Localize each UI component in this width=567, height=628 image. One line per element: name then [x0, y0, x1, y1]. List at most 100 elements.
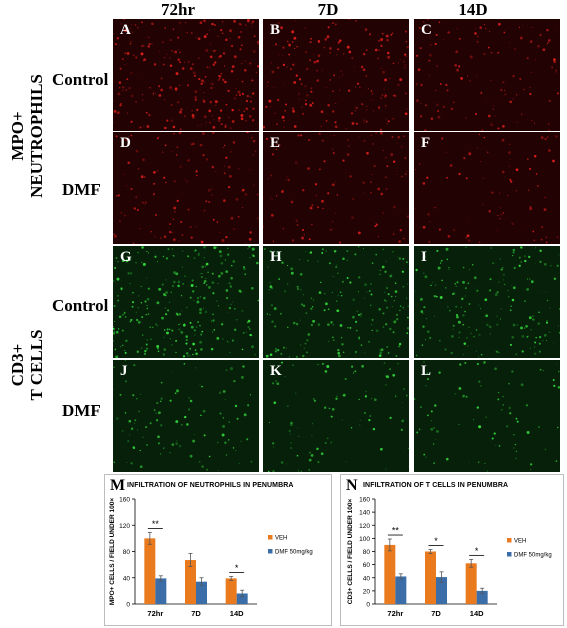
micrograph-panel-h: H — [263, 246, 409, 358]
y-tick-label: 160 — [119, 497, 130, 504]
y-tick-label: 40 — [123, 575, 131, 582]
micrograph-panel-d: D — [113, 132, 259, 244]
y-tick-label: 140 — [359, 510, 370, 517]
row-label-control-mpo: Control — [52, 70, 109, 89]
micrograph-texture — [113, 19, 259, 131]
panel-letter: F — [421, 135, 431, 151]
group-label-cd3-tcells: CD3+ T CELLS — [8, 285, 46, 445]
panel-letter: G — [120, 249, 132, 265]
micrograph-panel-k: K — [263, 360, 409, 472]
y-tick-label: 160 — [359, 497, 370, 504]
row-label-dmf-cd3: DMF — [62, 401, 101, 420]
micrograph-panel-l: L — [414, 360, 560, 472]
micrograph-panel-c: C — [414, 19, 560, 131]
group-label-mpo-line2: NEUTROPHILS — [27, 74, 46, 198]
y-axis-label: CD3+ CELLS / FIELD UNDER 100× — [347, 499, 354, 605]
bar-veh-14d — [465, 563, 477, 604]
column-header-72hr: 72hr — [161, 0, 195, 19]
group-label-mpo-neutrophils: MPO+ NEUTROPHILS — [8, 56, 46, 216]
y-tick-label: 80 — [363, 549, 371, 556]
panel-letter: K — [270, 363, 282, 379]
micrograph-texture — [415, 19, 559, 131]
chart-m-letter: M — [110, 477, 126, 494]
micrograph-panel-f: F — [414, 132, 560, 244]
panel-letter: I — [421, 249, 427, 265]
micrograph-panel-b: B — [263, 19, 409, 131]
micrograph-panel-g: G — [113, 246, 259, 358]
x-tick-label: 7D — [431, 609, 441, 618]
chart-m-title: INFILTRATION OF NEUTROPHILS IN PENUMBRA — [127, 482, 294, 489]
bar-dmf-7d — [196, 581, 207, 604]
y-tick-label: 120 — [359, 523, 370, 530]
y-tick-label: 100 — [359, 536, 370, 543]
panel-letter: J — [120, 363, 128, 379]
group-label-cd3-line2: T CELLS — [27, 329, 46, 401]
significance-marker: * — [434, 536, 438, 546]
legend-swatch-dmf — [507, 552, 512, 557]
y-tick-label: 40 — [363, 575, 371, 582]
bar-veh-72hr — [384, 544, 396, 604]
y-tick-label: 60 — [363, 562, 371, 569]
bar-dmf-14d — [236, 593, 248, 604]
micrograph-texture — [267, 361, 409, 472]
panel-letter: D — [120, 135, 131, 151]
bar-dmf-14d — [476, 590, 488, 604]
bar-veh-72hr — [144, 538, 156, 604]
bar-dmf-72hr — [395, 576, 407, 604]
micrograph-texture — [113, 246, 259, 358]
micrograph-panel-e: E — [263, 132, 409, 244]
panel-letter: A — [120, 22, 131, 38]
group-label-mpo-line1: MPO+ — [8, 111, 27, 161]
y-tick-label: 0 — [126, 602, 130, 609]
row-label-dmf-mpo: DMF — [62, 180, 101, 199]
micrograph-texture — [414, 246, 560, 358]
panel-letter: H — [270, 249, 282, 265]
micrograph-texture — [113, 360, 253, 471]
y-axis-label: MPO+ CELLS / FIELD UNDER 100× — [109, 498, 116, 605]
legend-swatch-dmf — [268, 549, 273, 554]
y-tick-label: 80 — [123, 549, 131, 556]
y-tick-label: 0 — [366, 602, 370, 609]
legend-label-veh: VEH — [275, 536, 287, 542]
significance-marker: * — [475, 546, 479, 556]
legend-label-dmf: DMF 50mg/kg — [514, 553, 552, 559]
x-tick-label: 14D — [230, 609, 244, 618]
micrograph-panel-a: A — [113, 19, 259, 131]
column-header-14d: 14D — [458, 0, 488, 19]
panel-letter: E — [270, 135, 281, 151]
y-tick-label: 20 — [363, 588, 371, 595]
row-label-control-cd3: Control — [52, 296, 109, 315]
chart-n-title: INFILTRATION OF T CELLS IN PENUMBRA — [363, 482, 509, 489]
legend-label-veh: VEH — [514, 539, 526, 545]
micrograph-texture — [263, 246, 409, 358]
chart-n-letter: N — [346, 477, 358, 494]
bar-veh-14d — [225, 578, 237, 604]
micrograph-panel-j: J — [113, 360, 259, 472]
legend-swatch-veh — [507, 538, 512, 543]
micrograph-texture — [263, 132, 409, 244]
legend-swatch-veh — [268, 535, 273, 540]
micrograph-texture — [415, 133, 559, 244]
y-tick-label: 120 — [119, 523, 130, 530]
micrograph-panel-i: I — [414, 246, 560, 358]
bar-dmf-72hr — [155, 578, 167, 604]
bar-veh-7d — [425, 551, 436, 604]
group-label-cd3-line1: CD3+ — [8, 343, 27, 387]
bar-veh-7d — [185, 560, 196, 604]
significance-marker: * — [235, 563, 239, 573]
legend-label-dmf: DMF 50mg/kg — [275, 550, 313, 556]
panel-letter: B — [270, 22, 281, 38]
x-tick-label: 7D — [191, 609, 201, 618]
micrograph-texture — [263, 19, 409, 131]
x-tick-label: 72hr — [147, 609, 163, 618]
significance-marker: ** — [152, 519, 160, 529]
panel-letter: L — [421, 363, 432, 379]
micrograph-texture — [414, 360, 560, 472]
significance-marker: ** — [392, 526, 400, 536]
x-tick-label: 14D — [470, 609, 484, 618]
bar-dmf-7d — [436, 577, 447, 604]
x-tick-label: 72hr — [387, 609, 403, 618]
chart-m-box: M INFILTRATION OF NEUTROPHILS IN PENUMBR… — [104, 474, 332, 626]
micrograph-texture — [113, 132, 259, 244]
